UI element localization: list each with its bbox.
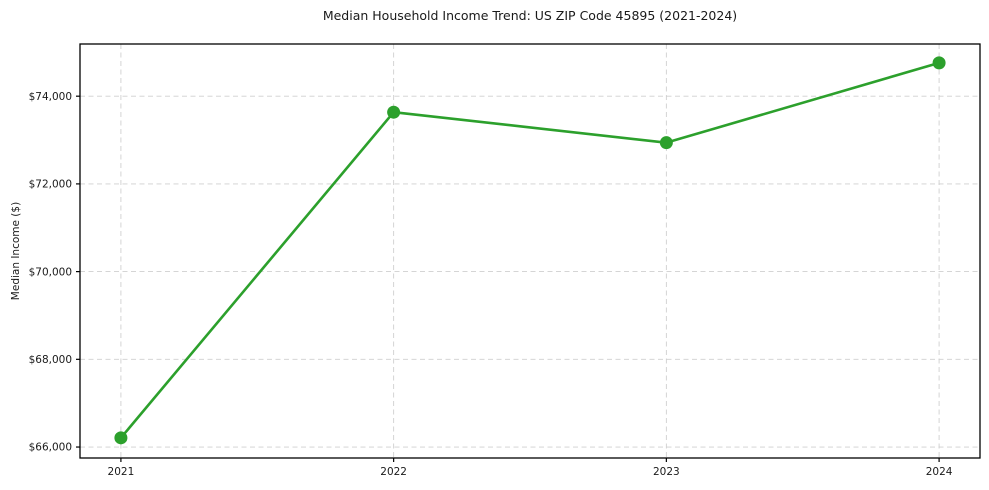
y-tick-label: $72,000 <box>29 179 72 191</box>
x-tick-label: 2021 <box>108 466 135 478</box>
y-tick-label: $70,000 <box>29 266 72 278</box>
y-tick-label: $74,000 <box>29 91 72 103</box>
data-point-2021 <box>114 431 128 445</box>
axes-spines <box>79 43 981 459</box>
x-tick-label: 2023 <box>653 466 680 478</box>
x-tick-label: 2024 <box>926 466 953 478</box>
y-tick-label: $68,000 <box>29 354 72 366</box>
data-point-2023 <box>659 136 673 150</box>
data-point-2024 <box>932 56 946 70</box>
x-tick-label: 2022 <box>380 466 407 478</box>
trend-line <box>119 61 940 439</box>
chart-title: Median Household Income Trend: US ZIP Co… <box>322 8 738 23</box>
data-point-2022 <box>387 105 401 119</box>
y-tick-label: $66,000 <box>29 442 72 454</box>
